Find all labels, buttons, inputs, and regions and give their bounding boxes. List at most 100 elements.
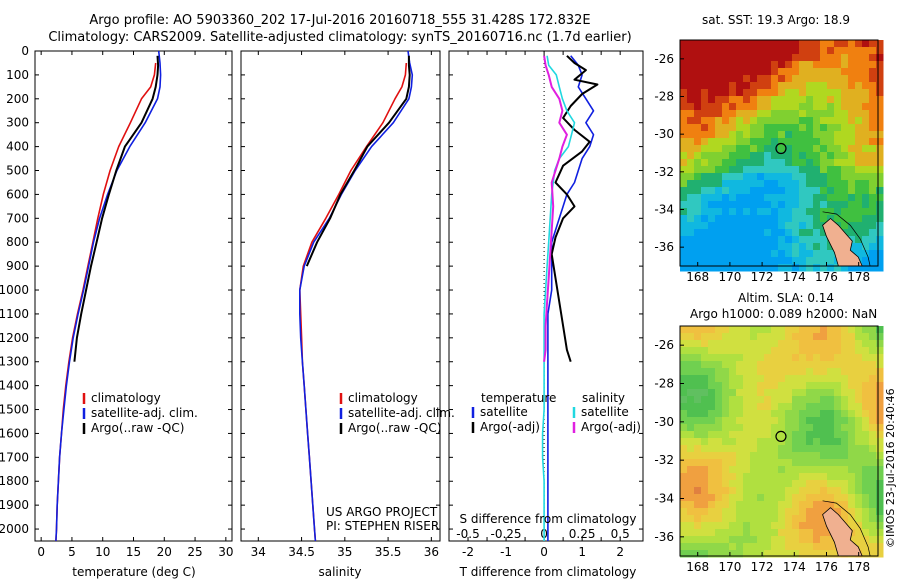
map-cell <box>848 54 856 62</box>
map-cell <box>750 110 758 118</box>
map-cell <box>708 145 716 153</box>
map-cell <box>876 459 884 467</box>
map-cell <box>750 47 758 55</box>
map-cell <box>869 194 877 202</box>
map-cell <box>722 396 730 404</box>
map-cell <box>806 410 814 418</box>
map-cell <box>785 180 793 188</box>
map-cell <box>743 473 751 481</box>
map-cell <box>701 257 709 265</box>
salinity-profile-panel: 34 34.5 35 35.5 36 salinity climatologysatel… <box>240 50 455 579</box>
map-cell <box>764 480 772 488</box>
map-cell <box>799 117 807 125</box>
map-cell <box>701 501 709 509</box>
depth-tick-label: 1500 <box>0 403 29 417</box>
map-cell <box>862 180 870 188</box>
map-cell <box>687 466 695 474</box>
map-cell <box>750 229 758 237</box>
map-cell <box>708 138 716 146</box>
map-cell <box>771 131 779 139</box>
x-tick-label: 0 <box>540 545 548 559</box>
map-cell <box>862 522 870 530</box>
map-cell <box>680 208 688 216</box>
map-cell <box>708 173 716 181</box>
map-cell <box>708 494 716 502</box>
map-cell <box>764 236 772 244</box>
map-cell <box>862 536 870 544</box>
map-cell <box>736 326 744 334</box>
map-cell <box>743 208 751 216</box>
map-cell <box>750 89 758 97</box>
map-cell <box>834 466 842 474</box>
map-cell <box>729 389 737 397</box>
map-cell <box>869 145 877 153</box>
satellite-line <box>541 55 576 541</box>
map-cell <box>862 152 870 160</box>
map-cell <box>743 61 751 69</box>
map-cell <box>827 501 835 509</box>
map-cell <box>687 473 695 481</box>
map-cell <box>680 145 688 153</box>
map-cell <box>792 194 800 202</box>
map-cell <box>806 396 814 404</box>
map-cell <box>855 194 863 202</box>
map-cell <box>792 396 800 404</box>
map-cell <box>708 536 716 544</box>
map-cell <box>757 361 765 369</box>
map-cell <box>785 382 793 390</box>
map-cell <box>813 257 821 265</box>
satellite-adj-clim-line <box>55 50 162 542</box>
map-cell <box>834 340 842 348</box>
map-cell <box>694 187 702 195</box>
map-cell <box>701 431 709 439</box>
map-cell <box>876 173 884 181</box>
map-cell <box>743 340 751 348</box>
map-cell <box>771 340 779 348</box>
lon-tick-label: 172 <box>751 560 774 574</box>
map-cell <box>806 173 814 181</box>
map-cell <box>855 403 863 411</box>
map-cell <box>729 96 737 104</box>
map-cell <box>813 68 821 76</box>
map-cell <box>876 340 884 348</box>
map-cell <box>750 173 758 181</box>
map-cell <box>869 543 877 551</box>
map-cell <box>778 347 786 355</box>
map-cell <box>806 54 814 62</box>
map-cell <box>799 173 807 181</box>
map-cell <box>862 257 870 265</box>
map-cell <box>862 229 870 237</box>
map-cell <box>771 75 779 83</box>
map-cell <box>827 159 835 167</box>
map-cell <box>806 550 814 558</box>
map-cell <box>799 257 807 265</box>
map-cell <box>701 68 709 76</box>
map-cell <box>708 347 716 355</box>
map-cell <box>834 361 842 369</box>
map-cell <box>876 159 884 167</box>
map-cell <box>792 89 800 97</box>
map-cell <box>729 54 737 62</box>
map-cell <box>708 96 716 104</box>
map-cell <box>722 347 730 355</box>
map-cell <box>694 438 702 446</box>
map-cell <box>722 403 730 411</box>
map-cell <box>792 382 800 390</box>
map-cell <box>827 152 835 160</box>
map-cell <box>806 487 814 495</box>
map-cell <box>722 96 730 104</box>
map-cell <box>729 40 737 48</box>
map-cell <box>764 536 772 544</box>
map-cell <box>743 494 751 502</box>
map-cell <box>736 501 744 509</box>
map-cell <box>743 222 751 230</box>
map-cell <box>722 187 730 195</box>
map-cell <box>876 215 884 223</box>
map-cell <box>876 354 884 362</box>
map-cell <box>785 145 793 153</box>
map-cell <box>855 347 863 355</box>
map-cell <box>806 508 814 516</box>
map-cell <box>750 326 758 334</box>
map-cell <box>792 508 800 516</box>
map-cell <box>848 187 856 195</box>
